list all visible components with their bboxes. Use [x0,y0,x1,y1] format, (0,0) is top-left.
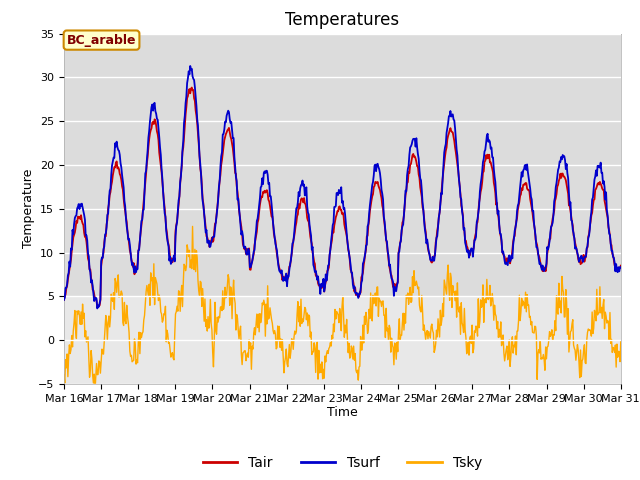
Tsky [412,282,419,288]
Tsky [60,372,68,377]
Tair [93,305,101,311]
Tsurf [93,306,101,312]
Tsurf [70,221,78,227]
Tsurf [186,63,194,69]
Tsky [91,388,99,394]
Tair [188,84,196,90]
Tsky [185,254,193,260]
Tair [70,232,78,238]
Tsky [128,359,136,365]
Tair [617,263,625,268]
Tair [215,187,223,193]
Y-axis label: Temperature: Temperature [22,169,35,249]
Legend: Tair, Tsurf, Tsky: Tair, Tsurf, Tsky [197,450,488,475]
Bar [64,296,621,384]
Tair [60,297,68,302]
Tsurf [617,264,625,270]
Tsurf [428,258,436,264]
X-axis label: Time: Time [327,407,358,420]
Tsurf [128,262,136,268]
Tair [412,156,419,161]
Tsurf [185,69,193,74]
Tsky [215,313,223,319]
Tsurf [60,297,68,303]
Tsurf [412,144,419,150]
Tair [128,260,136,265]
Line: Tsky: Tsky [64,227,621,391]
Text: BC_arable: BC_arable [67,34,136,47]
Tsky [428,321,436,327]
Tsky [70,320,78,325]
Tsurf [215,184,223,190]
Line: Tsurf: Tsurf [64,66,621,309]
Title: Temperatures: Temperatures [285,11,399,29]
Tsky [617,338,625,344]
Line: Tair: Tair [64,87,621,308]
Tair [185,88,193,94]
Tair [428,260,436,265]
Tsky [189,224,196,229]
